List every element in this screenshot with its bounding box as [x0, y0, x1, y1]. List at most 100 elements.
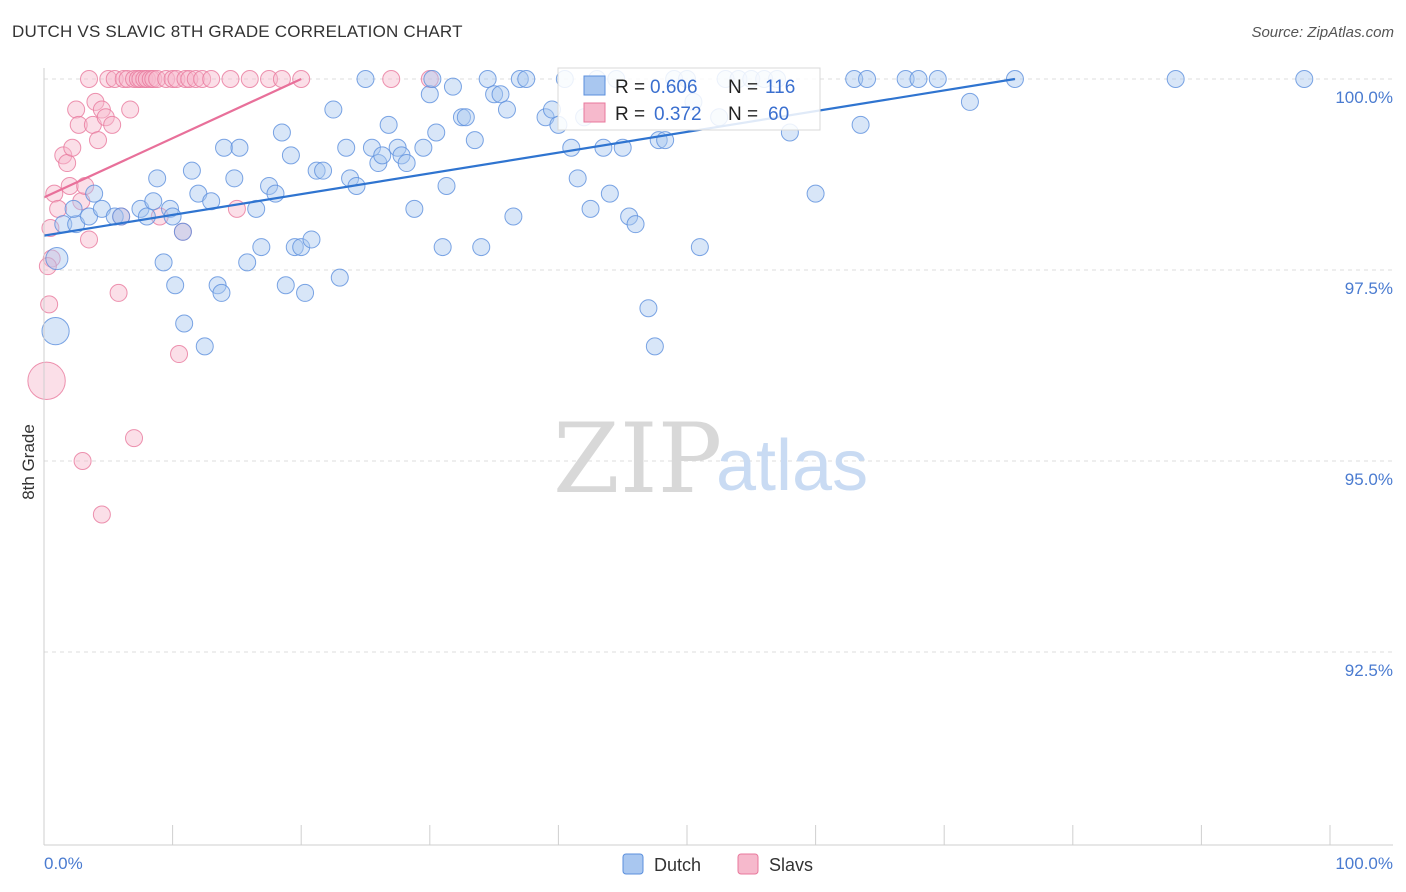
dutch-point: [562, 138, 581, 157]
dutch-point: [330, 268, 349, 287]
dutch-point: [690, 238, 709, 257]
dutch-point: [568, 169, 587, 188]
slavs-trend-line: [43, 78, 302, 199]
dutch-point: [452, 108, 471, 127]
grid-layer: [44, 78, 1393, 653]
source-label: Source: ZipAtlas.com: [1251, 24, 1394, 41]
watermark: ZIP atlas: [553, 403, 868, 515]
chart-title: DUTCH VS SLAVIC 8TH GRADE CORRELATION CH…: [12, 22, 463, 41]
slavs-point: [170, 345, 189, 364]
x-tick-label: 0.0%: [44, 854, 83, 873]
dutch-point: [485, 85, 504, 104]
dutch-point: [212, 283, 231, 302]
dutch-point: [292, 238, 311, 257]
dutch-point: [639, 299, 658, 318]
dutch-point: [272, 123, 291, 142]
y-tick-label: 97.5%: [1345, 279, 1393, 298]
slavs-point: [86, 92, 105, 111]
dutch-point: [281, 146, 300, 165]
slavs-point: [80, 70, 99, 88]
dutch-point: [405, 199, 424, 218]
slavs-point: [186, 70, 205, 88]
dutch-point: [252, 238, 271, 257]
dutch-point: [285, 238, 304, 257]
dutch-point: [144, 192, 163, 211]
slavs-point: [63, 138, 82, 157]
dutch-point: [928, 70, 947, 88]
dutch-point: [182, 161, 201, 180]
stat-legend-slavs-n-label: N =: [728, 104, 758, 125]
stat-legend-slavs-r-label: R =: [615, 104, 645, 125]
dutch-point: [626, 215, 645, 234]
axes-layer: 100.0% 97.5% 95.0% 92.5% 0.0% 100.0% 8th Grade: [19, 68, 1393, 873]
dutch-point: [491, 85, 510, 104]
dutch-point: [433, 238, 452, 257]
dutch-point: [858, 70, 877, 88]
dutch-point: [645, 337, 664, 356]
slavs-point: [40, 295, 59, 314]
slavs-point: [382, 70, 401, 88]
dutch-point: [806, 184, 825, 203]
dutch-point: [45, 246, 69, 271]
bottom-legend-slavs-swatch: [737, 853, 759, 875]
dutch-trend-line: [43, 77, 1016, 237]
bottom-legend-dutch-swatch: [622, 853, 644, 875]
dutch-point: [64, 199, 83, 218]
watermark-atlas: atlas: [716, 426, 868, 506]
dutch-point: [154, 253, 173, 272]
dutch-point: [356, 70, 375, 88]
slavs-point: [99, 70, 118, 88]
bottom-legend-dutch-label: Dutch: [654, 855, 701, 875]
dutch-point: [909, 70, 928, 88]
dutch-point: [600, 184, 619, 203]
slavs-point: [221, 70, 240, 88]
dutch-point: [851, 115, 870, 134]
dutch-point: [594, 138, 613, 157]
x-tick-label: 100.0%: [1335, 854, 1393, 873]
dutch-point: [581, 199, 600, 218]
dutch-point: [195, 337, 214, 356]
dutch-point: [379, 115, 398, 134]
slavs-point: [80, 230, 99, 249]
dutch-point: [41, 317, 70, 346]
bottom-legend-slavs-label: Slavs: [769, 855, 813, 875]
bottom-legend: Dutch Slavs: [622, 853, 813, 875]
dutch-point: [302, 230, 321, 249]
dutch-point: [173, 222, 192, 241]
dutch-point: [225, 169, 244, 188]
dutch-point: [175, 314, 194, 333]
dutch-point: [443, 77, 462, 96]
dutch-point: [414, 138, 433, 157]
trend-lines: [43, 77, 1016, 237]
dutch-point: [510, 70, 529, 88]
dutch-point: [314, 161, 333, 180]
stat-legend-dutch-swatch: [583, 75, 606, 96]
y-tick-label: 92.5%: [1345, 661, 1393, 680]
slavs-point: [121, 100, 140, 119]
dutch-point: [960, 92, 979, 111]
slavs-point: [109, 283, 128, 302]
stat-legend-slavs-swatch: [583, 102, 606, 123]
y-tick-label: 100.0%: [1335, 88, 1393, 107]
slavs-point: [105, 70, 124, 88]
y-tick-label: 95.0%: [1345, 470, 1393, 489]
dutch-point: [517, 70, 536, 88]
slavs-point: [193, 70, 212, 88]
slavs-point: [125, 429, 144, 448]
dutch-point: [427, 123, 446, 142]
stat-legend-dutch-r-label: R =: [615, 77, 645, 98]
dutch-point: [296, 283, 315, 302]
dutch-point: [260, 176, 279, 195]
slavs-point: [240, 70, 259, 88]
dutch-point: [1295, 70, 1314, 88]
dutch-point: [137, 207, 156, 226]
dutch-point: [472, 238, 491, 257]
dutch-point: [504, 207, 523, 226]
dutch-point: [337, 138, 356, 157]
dutch-point: [620, 207, 639, 226]
dutch-point: [215, 138, 234, 157]
slavs-point: [180, 70, 199, 88]
slavs-point: [260, 70, 279, 88]
dutch-point: [420, 85, 439, 104]
